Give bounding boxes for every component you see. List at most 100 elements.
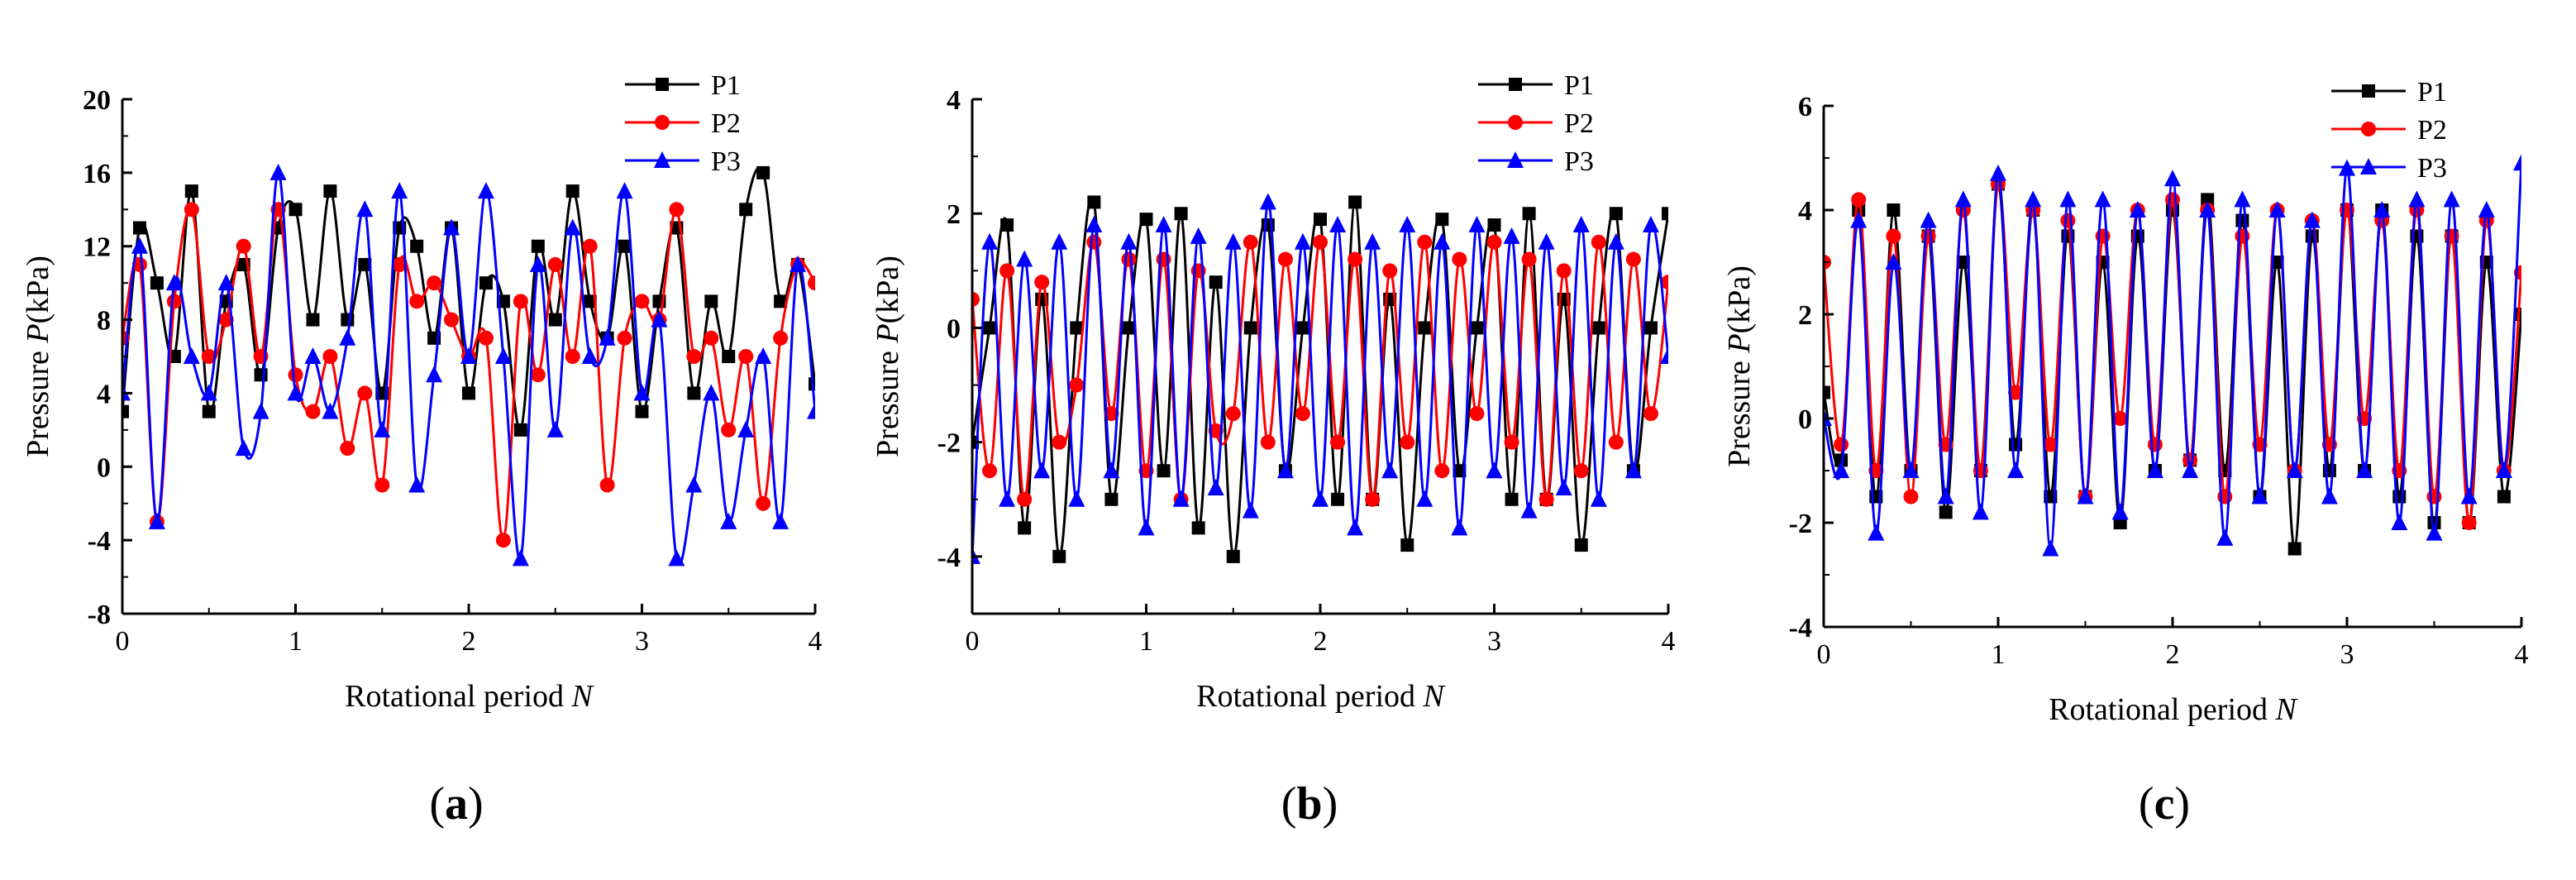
data-point-p1 — [1157, 464, 1171, 478]
data-point-p2 — [374, 477, 390, 493]
data-point-p2 — [201, 349, 217, 364]
data-point-p3 — [2495, 462, 2512, 478]
y-tick-label: 8 — [97, 306, 111, 337]
data-point-p1 — [809, 377, 815, 391]
y-axis-title: Pressure P(kPa) — [871, 256, 905, 457]
data-point-p2 — [599, 477, 615, 493]
data-point-p3 — [807, 402, 815, 419]
y-axis-title-text: Pressure — [21, 343, 55, 457]
data-point-p1 — [722, 350, 736, 363]
data-point-p2 — [721, 422, 737, 438]
x-tick-label: 1 — [1992, 639, 2006, 670]
data-point-p2 — [2165, 192, 2180, 208]
data-point-p1 — [635, 404, 649, 418]
panel-label-letter: b — [1296, 778, 1323, 830]
data-point-p3 — [1416, 490, 1433, 507]
data-point-p1 — [1470, 321, 1484, 335]
data-point-p2 — [1643, 406, 1658, 422]
data-point-p3 — [2356, 462, 2373, 478]
data-point-p1 — [1052, 549, 1066, 563]
data-point-p2 — [617, 330, 632, 346]
data-point-p3 — [529, 255, 546, 272]
series-markers-p3 — [1824, 154, 2521, 557]
data-point-p3 — [546, 420, 564, 438]
data-point-p2 — [392, 256, 408, 272]
data-point-p2 — [131, 256, 147, 272]
data-point-p2 — [357, 385, 373, 401]
x-axis-title-text: Rotational period — [345, 679, 571, 714]
data-point-p2 — [756, 495, 771, 511]
data-point-p3 — [2146, 462, 2163, 478]
data-point-p3 — [755, 347, 772, 364]
data-point-p3 — [1902, 462, 1920, 478]
series-line-p2 — [972, 241, 1668, 501]
data-point-p1 — [306, 313, 320, 327]
data-point-p3 — [999, 490, 1016, 507]
data-point-p1 — [1139, 213, 1153, 227]
data-point-p2 — [444, 312, 460, 328]
panel-label-close: ) — [1322, 778, 1338, 830]
data-point-p2 — [322, 349, 338, 364]
data-point-p2 — [1834, 437, 1849, 452]
data-point-p3 — [2111, 503, 2129, 520]
data-point-p2 — [1920, 228, 1936, 244]
data-point-p2 — [582, 238, 598, 254]
y-tick-label: 2 — [1798, 300, 1812, 331]
y-tick-label: 6 — [1798, 92, 1812, 122]
data-point-p1 — [1453, 464, 1467, 478]
data-point-p2 — [1017, 491, 1033, 507]
data-point-p2 — [478, 330, 494, 346]
data-point-p2 — [1417, 234, 1433, 250]
y-tick-label: 4 — [1798, 196, 1812, 227]
data-point-p1 — [1174, 207, 1188, 221]
data-point-p3 — [1954, 190, 1972, 208]
data-point-p1 — [687, 386, 701, 400]
data-point-p2 — [1086, 234, 1102, 250]
data-point-p3 — [2373, 201, 2391, 218]
data-point-p2 — [669, 202, 685, 218]
x-axis-title: Rotational period N — [1196, 679, 1446, 714]
data-point-p2 — [1260, 434, 1276, 450]
data-point-p1 — [150, 276, 164, 290]
data-point-p3 — [1276, 462, 1294, 479]
data-point-p3 — [772, 512, 789, 529]
data-point-p3 — [2478, 201, 2495, 218]
panel-label-letter: a — [445, 778, 468, 830]
data-point-p2 — [1382, 263, 1398, 279]
data-point-p1 — [1939, 505, 1953, 519]
series-markers-p3 — [972, 193, 1668, 564]
y-tick-label: 4 — [97, 379, 111, 409]
legend-label-p3: P3 — [711, 146, 741, 177]
chart-legend: P1 P2 P3 — [2331, 77, 2447, 184]
panel-label-a: (a) — [374, 777, 539, 830]
data-point-p2 — [166, 294, 182, 309]
data-point-p2 — [2008, 385, 2024, 400]
data-point-p1 — [122, 404, 129, 418]
y-axis-title-text: Pressure — [871, 343, 905, 457]
data-point-p1 — [1122, 321, 1136, 335]
legend-label-p2: P2 — [1564, 108, 1594, 139]
data-point-p1 — [1662, 207, 1668, 221]
data-point-p3 — [2129, 201, 2146, 218]
series-line-p2 — [122, 207, 815, 542]
data-point-p1 — [1018, 521, 1032, 535]
data-point-p3 — [1399, 216, 1416, 233]
data-point-p3 — [2408, 190, 2426, 208]
data-point-p3 — [1833, 462, 1850, 478]
data-point-p2 — [236, 238, 251, 254]
data-point-p3 — [1937, 487, 1954, 505]
y-tick-label: 2 — [947, 199, 961, 230]
y-axis-title-unit: (kPa) — [21, 256, 55, 323]
data-point-p2 — [1851, 192, 1867, 208]
panel-label-open: ( — [2138, 778, 2154, 830]
data-point-p2 — [1121, 251, 1137, 267]
data-point-p3 — [270, 163, 287, 180]
data-point-p2 — [1521, 251, 1537, 267]
data-point-p1 — [1522, 207, 1536, 221]
data-point-p3 — [2059, 190, 2077, 208]
data-point-p2 — [1452, 251, 1467, 267]
x-axis-title-text: Rotational period — [1196, 679, 1423, 714]
data-point-p1 — [1209, 275, 1223, 289]
data-point-p3 — [1486, 462, 1503, 479]
